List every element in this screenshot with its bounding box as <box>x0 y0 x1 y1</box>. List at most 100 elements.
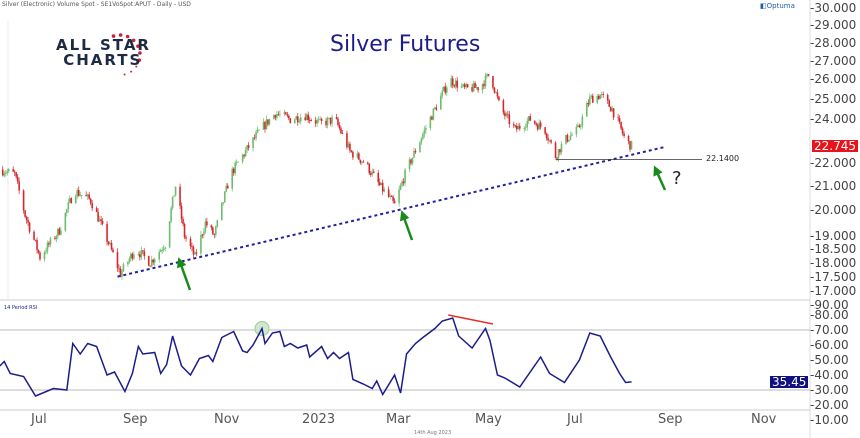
candle <box>518 125 521 129</box>
candle <box>371 171 374 175</box>
candle <box>548 140 551 142</box>
candle <box>401 181 403 186</box>
candle <box>589 96 591 105</box>
candle <box>440 95 442 110</box>
candle <box>273 114 275 120</box>
logo-star-icon <box>130 70 133 73</box>
candle <box>454 80 457 87</box>
candle <box>296 116 299 123</box>
candle <box>341 133 344 134</box>
candle <box>346 133 348 148</box>
candle <box>481 83 484 91</box>
price-tick: -26.000 <box>810 72 857 87</box>
candle <box>95 208 98 212</box>
candle <box>174 186 177 196</box>
candle <box>591 95 594 103</box>
candle <box>545 133 548 139</box>
x-tick: 2023 <box>302 412 336 427</box>
last-rsi-badge: 35.45 <box>770 374 809 389</box>
candle <box>107 241 110 245</box>
candle <box>316 120 318 124</box>
price-tick: -24.000 <box>810 112 857 127</box>
candle <box>539 122 542 128</box>
candle <box>492 75 494 88</box>
candle <box>7 169 10 172</box>
candle <box>580 125 582 127</box>
candle <box>516 125 518 130</box>
candle <box>308 120 311 121</box>
candle <box>37 249 40 253</box>
candle <box>80 195 83 196</box>
x-tick: Sep <box>658 412 683 427</box>
candle <box>474 83 476 88</box>
candle <box>231 168 234 189</box>
candle <box>320 118 323 121</box>
candle <box>46 243 49 252</box>
x-tick: Nov <box>214 412 240 427</box>
candle <box>89 198 92 204</box>
candle <box>18 181 20 191</box>
candle <box>286 114 289 116</box>
logo-star-icon <box>131 38 136 43</box>
candle <box>159 250 162 252</box>
candle <box>536 124 539 130</box>
candle <box>299 117 302 122</box>
candle <box>246 145 248 151</box>
candle <box>195 252 198 254</box>
logo-star-icon <box>135 65 138 68</box>
candle <box>153 259 156 263</box>
candle <box>97 211 99 222</box>
candle <box>28 222 31 232</box>
candle <box>368 163 371 174</box>
candle <box>24 210 26 217</box>
candle <box>378 182 381 186</box>
candle <box>569 135 572 140</box>
candle <box>55 236 58 239</box>
candle <box>66 209 68 213</box>
rsi-tick: -80.00 <box>810 308 849 322</box>
candle <box>618 118 621 122</box>
candle <box>529 116 532 121</box>
candle <box>3 173 6 176</box>
x-tick: May <box>475 412 502 427</box>
candle <box>566 134 569 142</box>
candle <box>362 161 365 163</box>
candle <box>581 116 584 126</box>
candle <box>557 149 560 159</box>
candle <box>1 169 4 176</box>
candle <box>162 248 165 251</box>
candle <box>317 119 320 121</box>
candle <box>347 143 350 148</box>
candle <box>350 150 353 152</box>
logo-star-icon <box>137 58 142 62</box>
candle <box>435 107 438 110</box>
candle <box>158 251 160 260</box>
candle <box>578 125 581 127</box>
optuma-logo-text: Optuma <box>766 2 795 10</box>
candle <box>425 128 427 130</box>
candle <box>623 133 625 137</box>
candle <box>74 196 77 204</box>
candle <box>434 107 436 109</box>
candle <box>180 205 183 220</box>
candle <box>431 116 433 120</box>
candle <box>560 143 563 153</box>
candle <box>621 128 624 134</box>
candle <box>110 242 113 250</box>
candle <box>493 87 496 93</box>
candle <box>486 74 488 76</box>
candle <box>352 151 354 158</box>
candle <box>620 121 622 129</box>
candle <box>597 96 600 100</box>
green-arrow-icon <box>399 210 414 241</box>
candle <box>329 117 332 124</box>
candle <box>611 108 613 112</box>
candle <box>118 267 120 269</box>
candle <box>404 169 406 184</box>
price-tick: -20.000 <box>810 203 857 218</box>
candle <box>213 234 216 235</box>
candle <box>220 202 223 221</box>
price-tick: -22.000 <box>810 155 857 170</box>
candle <box>25 216 28 220</box>
